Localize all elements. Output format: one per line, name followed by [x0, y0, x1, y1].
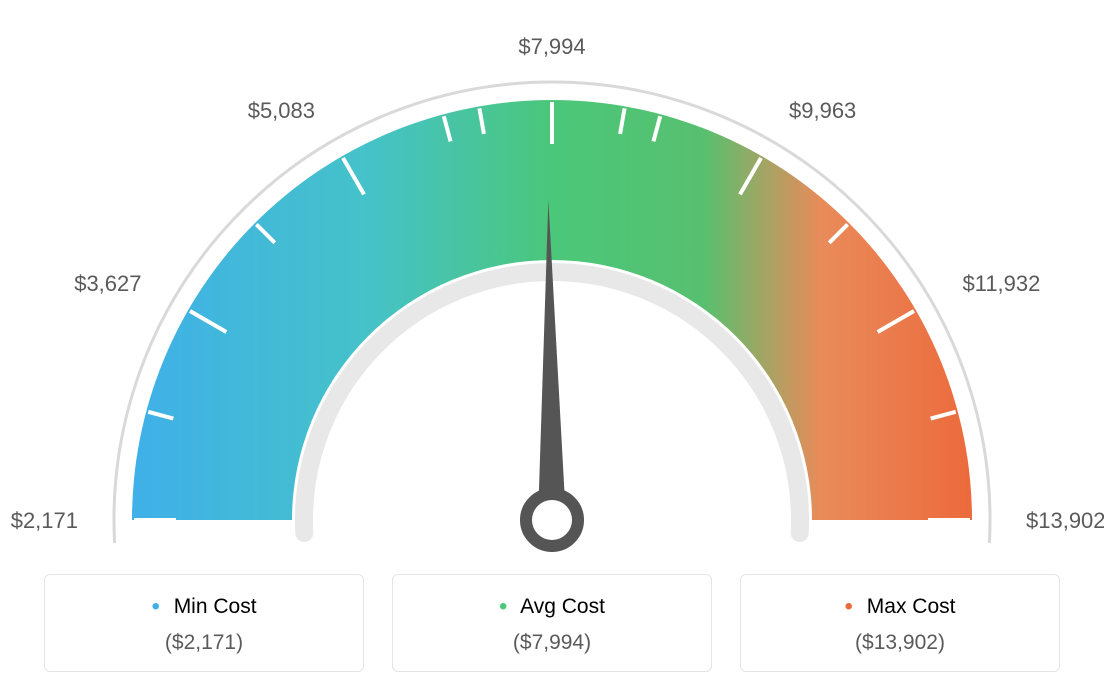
gauge-tick-label: $7,994 [512, 34, 592, 60]
gauge-tick-label: $3,627 [64, 271, 142, 297]
legend-title-min-text: Min Cost [174, 595, 257, 618]
gauge-svg [82, 20, 1022, 560]
legend-title-avg-text: Avg Cost [520, 595, 605, 618]
legend-title-max: Max Cost [751, 593, 1049, 621]
legend-card-max: Max Cost ($13,902) [740, 574, 1060, 672]
legend-title-min: Min Cost [55, 593, 353, 621]
legend-value-max: ($13,902) [751, 631, 1049, 655]
gauge-tick-label: $2,171 [0, 508, 78, 534]
legend-title-max-text: Max Cost [867, 595, 956, 618]
gauge-chart: $2,171 $3,627 $5,083 $7,994 $9,963 $11,932 $13… [0, 0, 1104, 560]
legend-card-avg: Avg Cost ($7,994) [392, 574, 712, 672]
legend-value-avg: ($7,994) [403, 631, 701, 655]
legend-title-avg: Avg Cost [403, 593, 701, 621]
gauge-tick-label: $9,963 [789, 98, 856, 124]
gauge-tick-label: $13,902 [1026, 508, 1104, 534]
gauge-tick-label: $11,932 [962, 271, 1040, 297]
legend-card-min: Min Cost ($2,171) [44, 574, 364, 672]
legend-value-min: ($2,171) [55, 631, 353, 655]
legend-row: Min Cost ($2,171) Avg Cost ($7,994) Max … [0, 574, 1104, 672]
gauge-tick-label: $5,083 [237, 98, 315, 124]
